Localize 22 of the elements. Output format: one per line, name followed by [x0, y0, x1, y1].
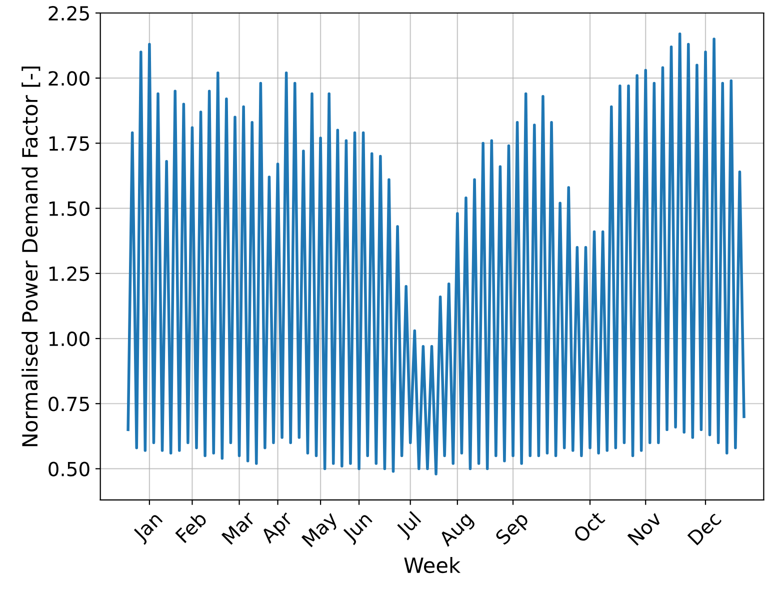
x-tick-label: Nov	[627, 510, 663, 546]
line-series	[126, 32, 746, 476]
x-tick-label: Jan	[132, 511, 166, 545]
y-tick-label: 0.75	[48, 396, 89, 412]
y-tick-label: 2.25	[48, 6, 89, 21]
x-tick-label: Mar	[221, 510, 256, 545]
x-axis-title: Week	[404, 556, 460, 574]
y-tick-label: 2.00	[48, 71, 90, 86]
y-tick-label: 1.50	[49, 201, 90, 216]
x-tick-label: Dec	[687, 510, 722, 546]
y-tick-label: 1.00	[49, 331, 90, 346]
x-tick-label: Sep	[494, 510, 532, 548]
x-tick-label: Apr	[260, 510, 296, 547]
x-tick-label: Oct	[572, 510, 606, 544]
y-tick-label: 1.75	[49, 136, 89, 151]
y-tick-label: 0.50	[48, 462, 90, 476]
x-tick-label: Aug	[438, 511, 476, 550]
x-tick-label: Jul	[394, 511, 424, 540]
x-tick-label: Feb	[174, 510, 208, 544]
y-tick-label: 1.25	[49, 266, 89, 282]
x-tick-label: Jun	[341, 511, 376, 546]
y-axis-title: Normalised Power Demand Factor [-]	[22, 66, 40, 446]
